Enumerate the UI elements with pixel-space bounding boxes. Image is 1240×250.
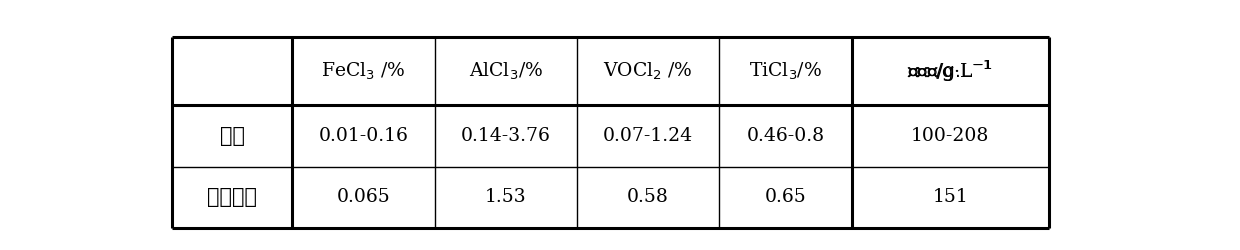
Text: 0.14-3.76: 0.14-3.76: [461, 127, 551, 145]
Text: AlCl$_3$/%: AlCl$_3$/%: [469, 60, 543, 82]
Text: 1.53: 1.53: [485, 188, 527, 206]
Text: 0.58: 0.58: [627, 188, 668, 206]
Text: 100-208: 100-208: [911, 127, 990, 145]
Text: FeCl$_3$ /%: FeCl$_3$ /%: [321, 60, 405, 82]
Text: TiCl$_3$/%: TiCl$_3$/%: [749, 60, 822, 82]
Text: 0.07-1.24: 0.07-1.24: [603, 127, 693, 145]
Text: VOCl$_2$ /%: VOCl$_2$ /%: [603, 60, 693, 82]
Text: 0.65: 0.65: [765, 188, 806, 206]
Text: 固含量/g.L$^{-1}$: 固含量/g.L$^{-1}$: [909, 58, 992, 84]
Text: 0.065: 0.065: [337, 188, 391, 206]
Text: 范围: 范围: [219, 126, 244, 146]
Text: 0.46-0.8: 0.46-0.8: [746, 127, 825, 145]
Text: 平均含量: 平均含量: [207, 188, 258, 208]
Text: 151: 151: [932, 188, 968, 206]
Text: 0.01-0.16: 0.01-0.16: [319, 127, 408, 145]
Text: 固含量/g·L$^{-1}$: 固含量/g·L$^{-1}$: [908, 58, 993, 84]
